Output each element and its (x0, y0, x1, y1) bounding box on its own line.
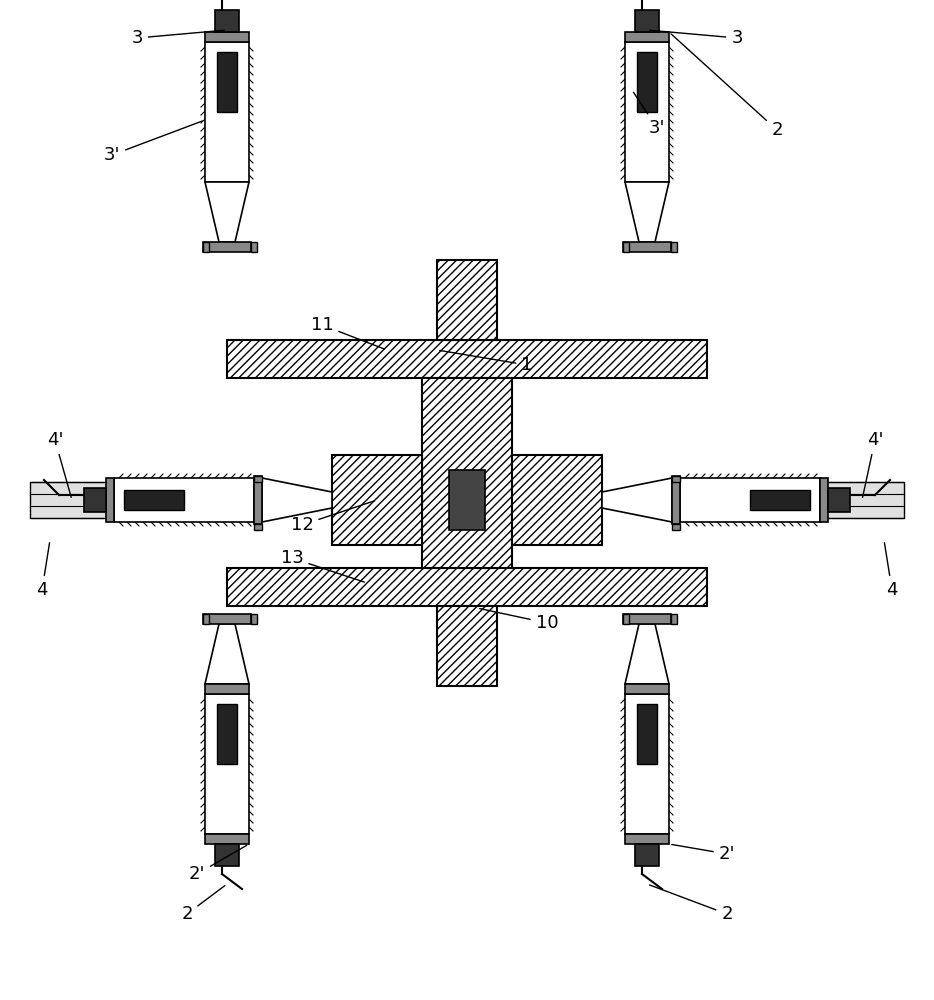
Bar (217, 704, 237, 764)
Bar (254, 524, 262, 530)
Bar (437, 606, 497, 686)
Bar (114, 478, 254, 522)
Bar (215, 844, 239, 866)
Bar (215, 10, 239, 32)
Bar (254, 476, 262, 524)
Text: 3': 3' (633, 92, 665, 137)
Bar (623, 242, 629, 252)
Bar (227, 568, 707, 606)
Text: 4': 4' (863, 431, 884, 497)
Polygon shape (625, 182, 669, 242)
Bar (625, 684, 669, 694)
Bar (422, 378, 512, 568)
Bar (332, 455, 422, 545)
Bar (251, 242, 257, 252)
Text: 10: 10 (480, 609, 559, 632)
Bar (84, 488, 106, 512)
Bar (227, 340, 707, 378)
Bar (205, 42, 249, 182)
Bar (205, 694, 249, 834)
Bar (672, 524, 680, 530)
Bar (205, 684, 249, 694)
Bar (623, 614, 629, 624)
Bar (205, 834, 249, 844)
Bar (707, 482, 904, 518)
Polygon shape (205, 624, 249, 684)
Bar (635, 844, 659, 866)
Bar (217, 52, 237, 112)
Bar (672, 476, 680, 482)
Text: 11: 11 (311, 316, 385, 349)
Bar (637, 704, 657, 764)
Text: 2': 2' (672, 844, 735, 863)
Text: 2: 2 (650, 885, 733, 923)
Bar (124, 490, 184, 510)
Text: 2: 2 (671, 34, 783, 139)
Bar (625, 32, 669, 42)
Polygon shape (625, 624, 669, 684)
Bar (828, 488, 850, 512)
Bar (750, 490, 810, 510)
Text: 4': 4' (47, 431, 71, 497)
Text: 1: 1 (440, 350, 532, 374)
Text: 4: 4 (884, 543, 898, 599)
Bar (820, 478, 828, 522)
Text: 2: 2 (181, 886, 225, 923)
Text: 3: 3 (650, 29, 743, 47)
Bar (623, 614, 671, 624)
Bar (30, 482, 227, 518)
Text: 12: 12 (290, 501, 375, 534)
Bar (106, 478, 114, 522)
Bar (671, 242, 677, 252)
Polygon shape (205, 182, 249, 242)
Bar (203, 614, 251, 624)
Polygon shape (602, 478, 672, 522)
Bar (203, 242, 209, 252)
Bar (623, 242, 671, 252)
Bar (637, 52, 657, 112)
Bar (625, 42, 669, 182)
Bar (635, 10, 659, 32)
Bar (449, 470, 485, 530)
Text: 4: 4 (36, 543, 50, 599)
Text: 13: 13 (280, 549, 364, 582)
Text: 3': 3' (104, 121, 203, 164)
Bar (254, 476, 262, 482)
Bar (625, 694, 669, 834)
Bar (625, 834, 669, 844)
Polygon shape (262, 478, 332, 522)
Text: 2': 2' (189, 845, 247, 883)
Bar (205, 32, 249, 42)
Bar (437, 260, 497, 340)
Bar (251, 614, 257, 624)
Bar (672, 476, 680, 524)
Bar (512, 455, 602, 545)
Bar (680, 478, 820, 522)
Bar (203, 614, 209, 624)
Bar (671, 614, 677, 624)
Text: 3: 3 (132, 29, 224, 47)
Bar (203, 242, 251, 252)
